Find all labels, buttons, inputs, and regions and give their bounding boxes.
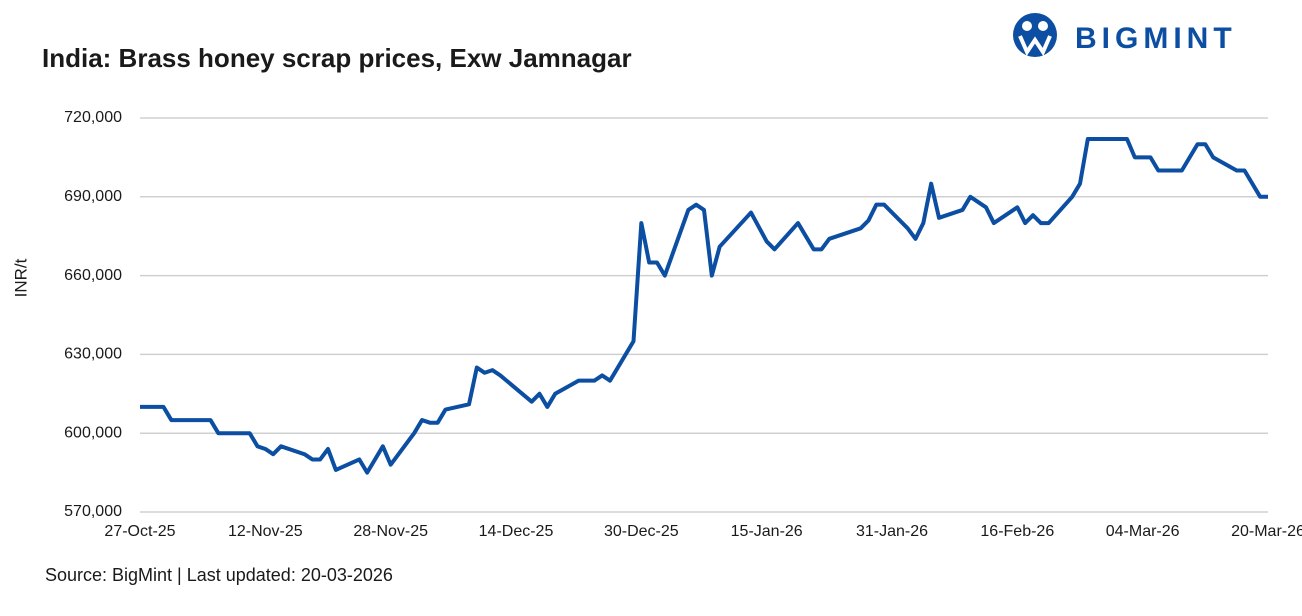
y-tick-label: 660,000 (64, 267, 122, 284)
y-tick-label: 600,000 (64, 424, 122, 441)
x-tick-label: 28-Nov-25 (353, 523, 428, 540)
y-tick-label: 570,000 (64, 503, 122, 520)
x-tick-label: 12-Nov-25 (228, 523, 303, 540)
x-tick-label: 15-Jan-26 (731, 523, 803, 540)
chart-title: India: Brass honey scrap prices, Exw Jam… (42, 43, 632, 73)
x-tick-label: 04-Mar-26 (1106, 523, 1180, 540)
x-tick-label: 20-Mar-26 (1231, 523, 1302, 540)
price-line (140, 137, 1268, 475)
logo-icon-head (1038, 21, 1048, 31)
logo-icon-head (1022, 21, 1032, 31)
y-tick-label: 720,000 (64, 109, 122, 126)
x-tick-label: 30-Dec-25 (604, 523, 679, 540)
y-axis-label: INR/t (11, 258, 30, 297)
x-tick-label: 31-Jan-26 (856, 523, 928, 540)
logo-icon-figure (1018, 35, 1052, 57)
logo-icon (1013, 13, 1057, 57)
logo-text: BIGMINT (1075, 22, 1237, 55)
y-tick-label: 630,000 (64, 346, 122, 363)
x-tick-label: 14-Dec-25 (479, 523, 554, 540)
y-tick-label: 690,000 (64, 188, 122, 205)
logo: BIGMINT (1013, 13, 1237, 57)
x-tick-label: 16-Feb-26 (980, 523, 1054, 540)
source-note: Source: BigMint | Last updated: 20-03-20… (45, 565, 393, 585)
x-tick-label: 27-Oct-25 (104, 523, 175, 540)
